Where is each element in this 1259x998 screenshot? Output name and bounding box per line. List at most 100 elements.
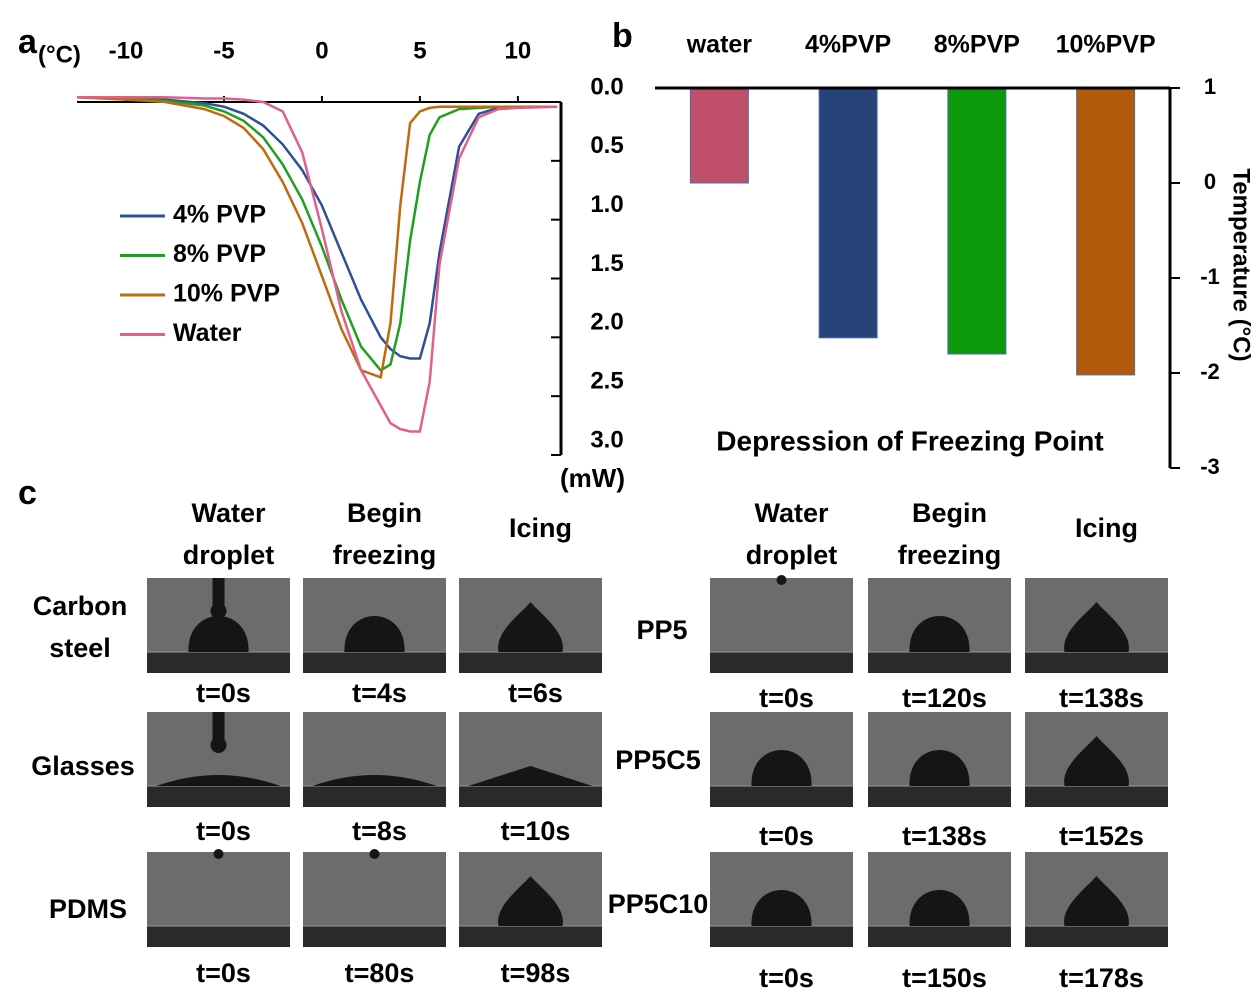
- droplet: [1064, 602, 1129, 652]
- time-label: t=0s: [196, 816, 251, 846]
- time-label: t=8s: [352, 816, 407, 846]
- photo-surface: [1025, 786, 1168, 807]
- category-label: 4%PVP: [805, 31, 891, 59]
- sample-label: Carbon: [33, 591, 128, 621]
- series-line: [76, 96, 558, 379]
- droplet: [156, 775, 281, 786]
- y-tick-label: -3: [1200, 454, 1220, 479]
- y-tick-label: 0.5: [590, 132, 623, 159]
- photo-surface: [303, 786, 446, 807]
- time-label: t=178s: [1059, 963, 1144, 993]
- time-label: t=10s: [501, 816, 571, 846]
- series-line: [76, 96, 558, 372]
- column-header: Icing: [1075, 513, 1138, 543]
- column-header: Water: [191, 498, 266, 528]
- photo-surface: [147, 652, 290, 673]
- photo-surface: [868, 786, 1011, 807]
- photo-surface: [147, 786, 290, 807]
- bar: [1076, 87, 1136, 376]
- y-tick-label: 0.0: [590, 73, 623, 100]
- droplet: [344, 616, 405, 652]
- x-unit: (°C): [38, 41, 81, 68]
- panel-label: c: [18, 474, 37, 512]
- bar: [689, 87, 749, 184]
- y-tick-label: 3.0: [590, 426, 623, 453]
- photo-surface: [868, 652, 1011, 673]
- annotation: Depression of Freezing Point: [716, 425, 1103, 456]
- sample-label: PP5C5: [615, 745, 701, 775]
- droplet: [498, 876, 563, 926]
- x-tick-label: 0: [315, 37, 328, 64]
- y-tick-label: -1: [1200, 264, 1220, 289]
- x-tick-label: 10: [505, 37, 532, 64]
- time-label: t=0s: [759, 963, 814, 993]
- time-label: t=6s: [508, 678, 563, 708]
- legend-label: Water: [173, 319, 242, 347]
- droplet: [188, 616, 249, 652]
- droplet: [312, 775, 437, 786]
- time-label: t=4s: [352, 678, 407, 708]
- time-label: t=0s: [759, 821, 814, 851]
- droplet: [468, 766, 593, 786]
- needle: [212, 712, 225, 744]
- x-tick-label: -5: [213, 37, 234, 64]
- photo-surface: [459, 652, 602, 673]
- sample-label: PDMS: [49, 894, 127, 924]
- time-label: t=152s: [1059, 821, 1144, 851]
- droplet: [909, 616, 970, 652]
- time-label: t=0s: [196, 678, 251, 708]
- column-header: Begin: [912, 498, 987, 528]
- droplet: [1064, 876, 1129, 926]
- time-label: t=0s: [759, 683, 814, 713]
- droplet: [498, 602, 563, 652]
- needle-drop: [210, 603, 227, 619]
- series-line: [76, 96, 558, 360]
- top-drop: [369, 849, 380, 859]
- legend-label: 10% PVP: [173, 280, 280, 308]
- y-tick-label: 1.5: [590, 250, 623, 277]
- column-header: Water: [754, 498, 829, 528]
- y-tick-label: 1.0: [590, 191, 623, 218]
- y-tick-label: -2: [1200, 359, 1220, 384]
- top-drop: [776, 575, 787, 585]
- photo-surface: [459, 786, 602, 807]
- droplet: [751, 750, 812, 786]
- sample-label: PP5: [636, 615, 687, 645]
- legend-label: 4% PVP: [173, 201, 266, 229]
- column-header: freezing: [333, 540, 437, 570]
- photo-surface: [710, 652, 853, 673]
- category-label: 8%PVP: [934, 31, 1020, 59]
- y-tick-label: 1: [1204, 74, 1216, 99]
- y-unit: (mW): [560, 463, 625, 493]
- bar: [818, 87, 878, 339]
- x-tick-label: -10: [109, 37, 144, 64]
- column-header: Begin: [347, 498, 422, 528]
- y-tick-label: 2.0: [590, 309, 623, 336]
- time-label: t=120s: [902, 683, 987, 713]
- photo-surface: [459, 926, 602, 947]
- column-header: Icing: [509, 513, 572, 543]
- top-drop: [213, 849, 224, 859]
- sample-label: PP5C10: [608, 889, 709, 919]
- needle-drop: [210, 737, 227, 753]
- needle: [212, 578, 225, 610]
- y-tick-label: 0: [1204, 169, 1216, 194]
- photo-surface: [1025, 926, 1168, 947]
- category-label: 10%PVP: [1056, 31, 1156, 59]
- y-tick-label: 2.5: [590, 368, 623, 395]
- photo-surface: [1025, 652, 1168, 673]
- legend-label: 8% PVP: [173, 240, 266, 268]
- photo-surface: [147, 926, 290, 947]
- column-header: freezing: [898, 540, 1002, 570]
- column-header: droplet: [183, 540, 275, 570]
- time-label: t=0s: [196, 958, 251, 988]
- photo-surface: [303, 926, 446, 947]
- sample-label: Glasses: [31, 751, 135, 781]
- series-line: [77, 96, 558, 433]
- time-label: t=150s: [902, 963, 987, 993]
- photo-surface: [303, 652, 446, 673]
- photo-surface: [710, 786, 853, 807]
- sample-label: steel: [49, 633, 111, 663]
